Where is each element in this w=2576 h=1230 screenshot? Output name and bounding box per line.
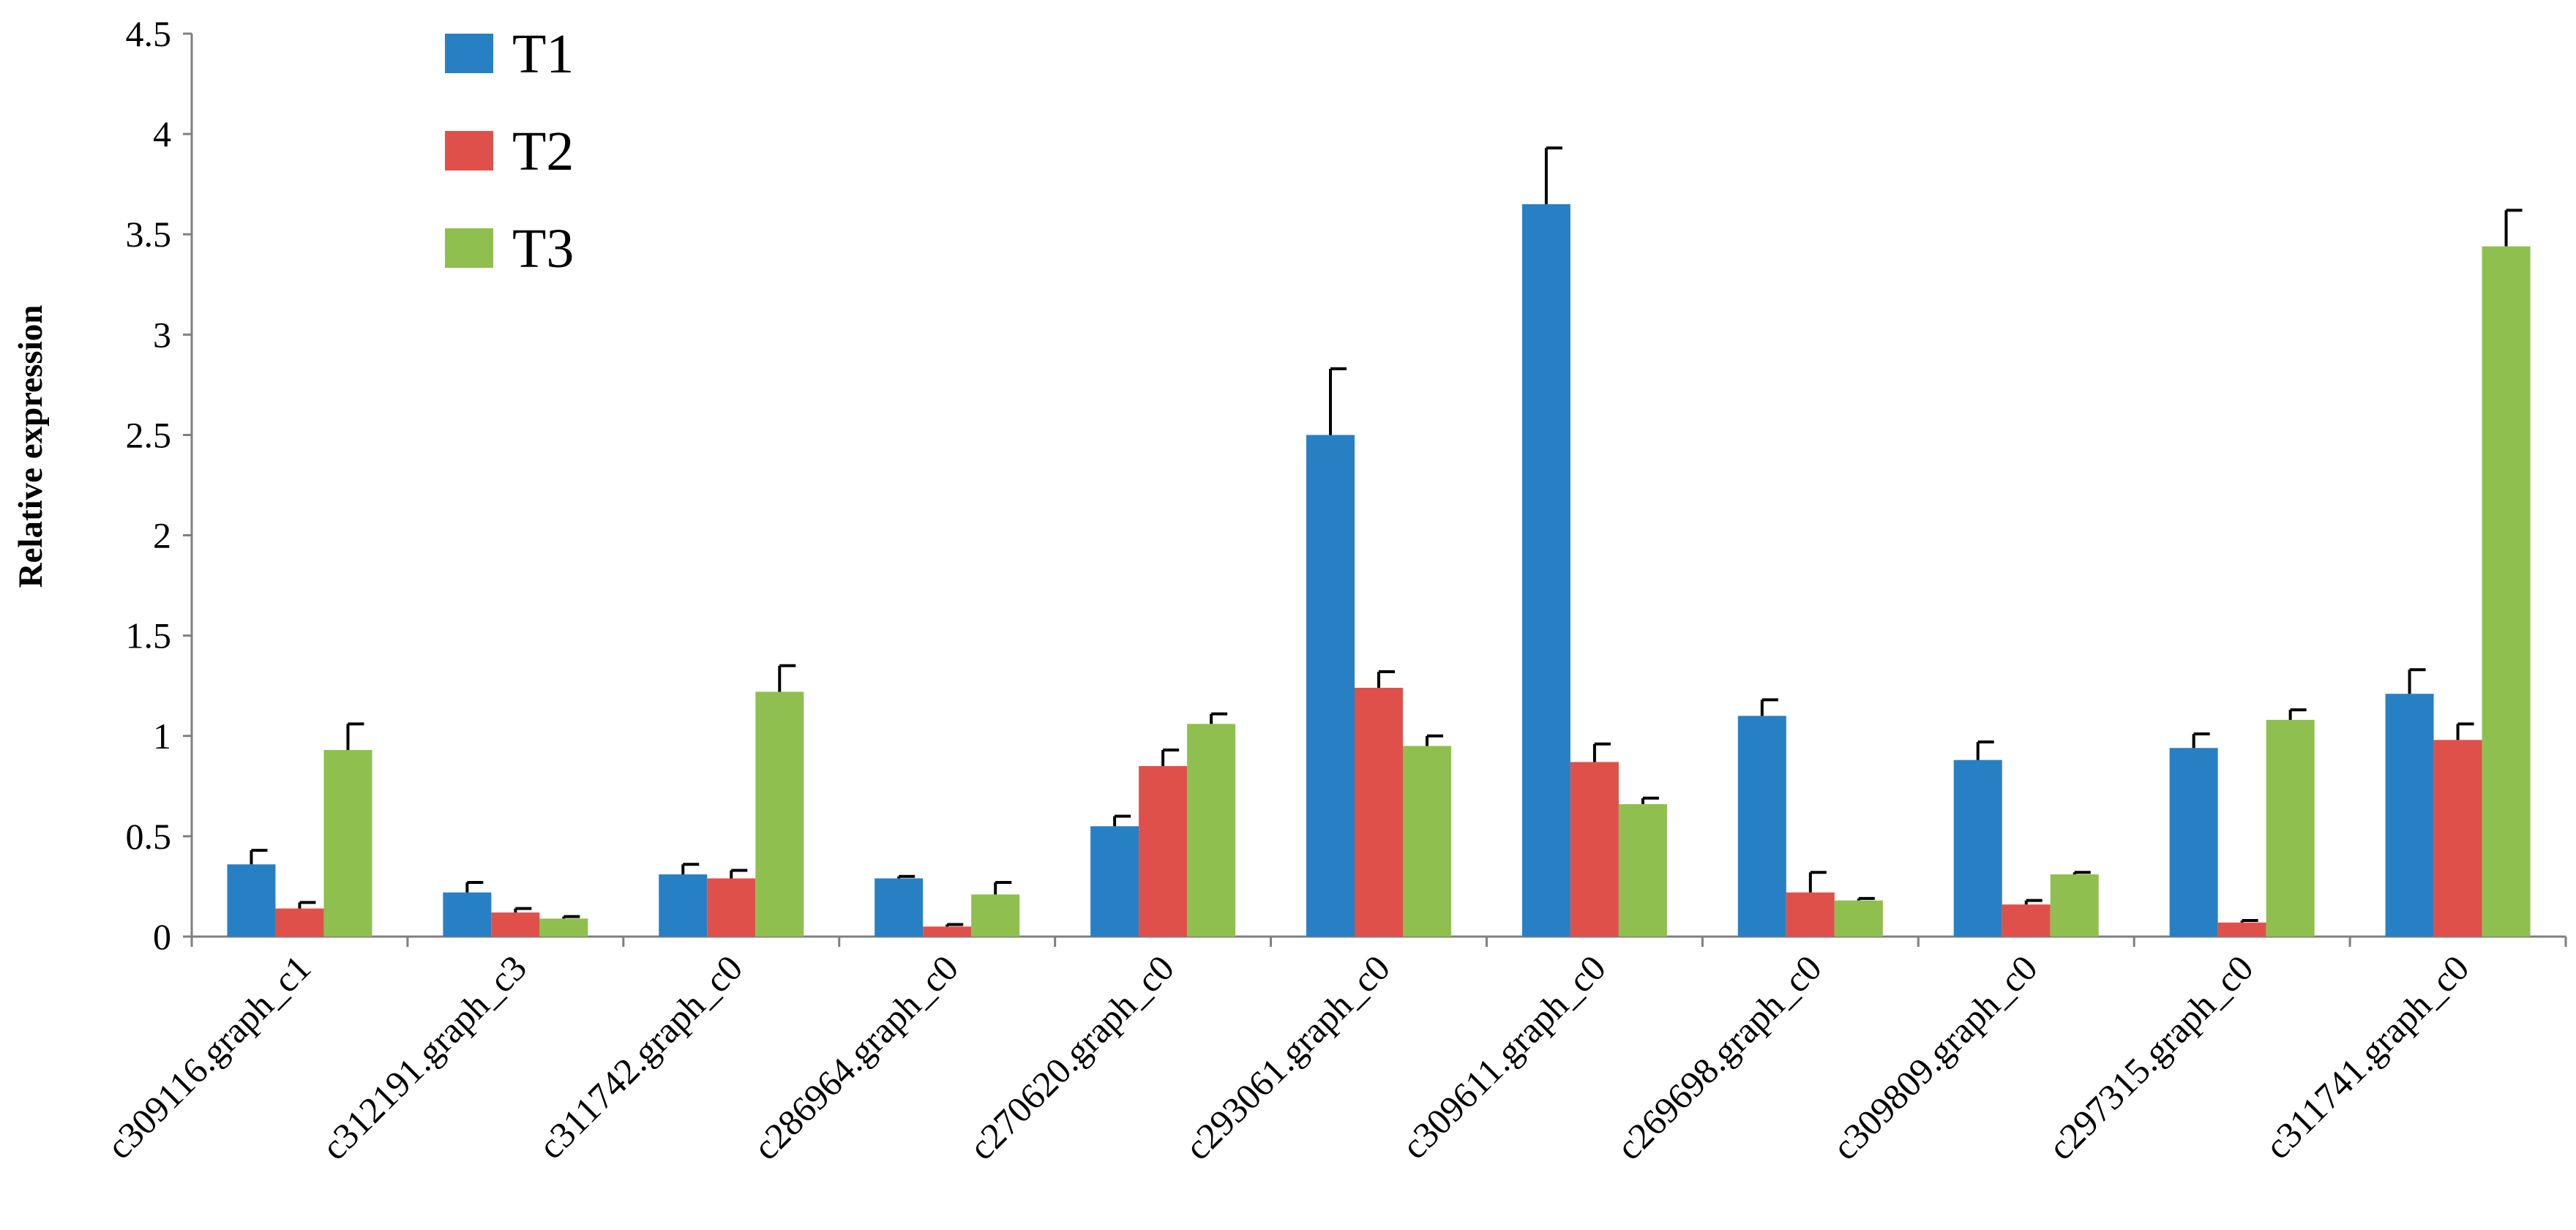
bar-t2: [2433, 740, 2482, 937]
x-category-label: c311742.graph_c0: [531, 947, 750, 1166]
bar-t3: [539, 918, 588, 937]
y-tick-label: 2.5: [126, 414, 172, 455]
x-category-label: c311741.graph_c0: [2257, 947, 2476, 1166]
y-tick-label: 3.5: [126, 214, 172, 255]
bar-t1: [1737, 716, 1786, 937]
y-tick-label: 3: [153, 314, 171, 355]
bar-t2: [1786, 892, 1835, 937]
bar-t1: [1306, 435, 1355, 937]
bar-t3: [1187, 724, 1236, 937]
x-category-label: c293061.graph_c0: [1177, 947, 1398, 1168]
x-category-label: c286964.graph_c0: [745, 947, 966, 1168]
y-tick-label: 0: [153, 916, 171, 957]
bar-t2: [1570, 762, 1619, 937]
bar-t2: [275, 908, 324, 937]
x-category-label: c312191.graph_c3: [313, 947, 534, 1168]
legend-label-t2: T2: [512, 121, 574, 182]
bar-t1: [2169, 748, 2218, 937]
x-category-label: c309809.graph_c0: [1824, 947, 2045, 1168]
y-tick-label: 1.5: [126, 615, 172, 656]
y-axis-title: Relative expression: [12, 305, 50, 588]
x-category-label: c309611.graph_c0: [1393, 947, 1613, 1166]
bar-t3: [1403, 746, 1451, 937]
bar-t1: [2385, 694, 2434, 937]
legend-swatch-t1: [445, 34, 493, 73]
bar-t2: [2217, 922, 2266, 937]
legend-swatch-t3: [445, 228, 493, 268]
bar-t1: [875, 878, 924, 937]
bar-t2: [491, 912, 540, 937]
bar-t2: [923, 926, 972, 937]
x-category-label: c270620.graph_c0: [961, 947, 1182, 1168]
bar-t2: [1139, 765, 1188, 937]
bar-t3: [755, 691, 804, 937]
y-tick-label: 4.5: [126, 13, 172, 54]
bar-t2: [1355, 687, 1403, 937]
legend-label-t1: T1: [512, 23, 574, 85]
bar-t1: [1521, 204, 1570, 937]
bar-t1: [227, 864, 276, 937]
y-tick-label: 0.5: [126, 816, 172, 857]
bar-t3: [971, 894, 1020, 937]
legend-swatch-t2: [445, 131, 493, 170]
bar-t3: [323, 749, 372, 937]
bar-t3: [1618, 804, 1667, 937]
bar-t3: [2266, 719, 2315, 937]
x-category-label: c269698.graph_c0: [1609, 947, 1830, 1168]
y-tick-label: 1: [153, 716, 171, 757]
bar-t2: [707, 878, 756, 937]
bar-t1: [659, 874, 708, 937]
x-category-label: c297315.graph_c0: [2040, 947, 2261, 1168]
legend-label-t3: T3: [512, 218, 574, 280]
bar-t3: [1834, 900, 1883, 937]
bar-t1: [1953, 760, 2002, 937]
bar-t3: [2050, 874, 2099, 937]
y-tick-label: 4: [153, 113, 171, 154]
bar-t1: [443, 892, 492, 937]
bar-t1: [1090, 826, 1139, 937]
plot-area: 0 0.5 1 1.5 2 2.5 3 3.5 4 4.5 c309116.graph_c1c312…: [99, 13, 2567, 1168]
y-tick-label: 2: [153, 515, 171, 556]
bar-t2: [2002, 904, 2051, 937]
bar-t3: [2482, 246, 2531, 937]
x-category-label: c309116.graph_c1: [99, 947, 318, 1166]
